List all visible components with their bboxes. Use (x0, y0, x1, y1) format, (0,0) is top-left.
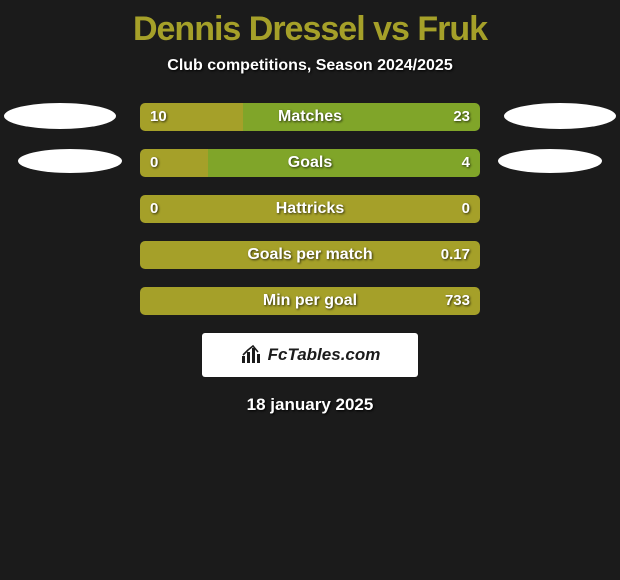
stat-value-left: 0 (150, 149, 158, 177)
stat-value-right: 4 (462, 149, 470, 177)
stat-value-right: 23 (453, 103, 470, 131)
stats-area: Matches1023Goals04Hattricks00Goals per m… (0, 103, 620, 315)
stat-label: Min per goal (140, 287, 480, 315)
right-ellipse (498, 149, 602, 173)
stat-value-right: 0.17 (441, 241, 470, 269)
left-ellipse (4, 103, 116, 129)
stat-label: Goals per match (140, 241, 480, 269)
stat-row: Goals per match0.17 (0, 241, 620, 269)
stat-value-right: 0 (462, 195, 470, 223)
stat-value-left: 10 (150, 103, 167, 131)
stat-row: Hattricks0 0 (0, 195, 620, 223)
left-ellipse (18, 149, 122, 173)
right-ellipse (504, 103, 616, 129)
chart-icon (240, 344, 262, 366)
brand-text: FcTables.com (268, 345, 381, 365)
stat-row: Goals0 4 (0, 149, 620, 177)
date-label: 18 january 2025 (0, 395, 620, 415)
stat-value-left: 0 (150, 195, 158, 223)
stat-row: Matches10 23 (0, 103, 620, 131)
subtitle: Club competitions, Season 2024/2025 (0, 57, 620, 75)
stat-label: Matches (140, 103, 480, 131)
stat-label: Goals (140, 149, 480, 177)
stat-value-right: 733 (445, 287, 470, 315)
page-title: Dennis Dressel vs Fruk (0, 0, 620, 49)
brand-box[interactable]: FcTables.com (202, 333, 418, 377)
stat-label: Hattricks (140, 195, 480, 223)
stat-row: Min per goal733 (0, 287, 620, 315)
